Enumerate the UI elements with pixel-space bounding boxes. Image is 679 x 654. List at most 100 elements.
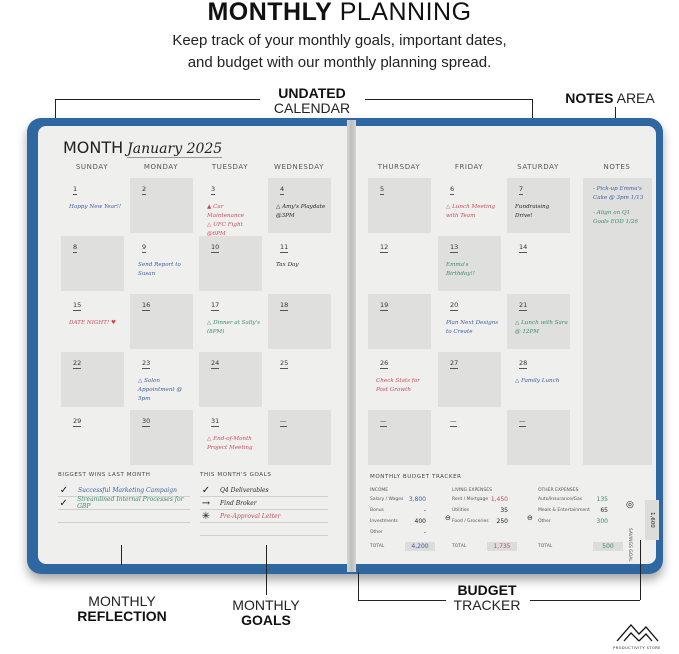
day-number: 29 <box>73 417 82 427</box>
calendar-day-cell[interactable]: 2 <box>130 178 193 233</box>
savings-goal-box[interactable]: 1,600 <box>645 500 659 540</box>
brand-logo: PRODUCTIVITY STORE <box>605 622 669 650</box>
goals-row[interactable]: → Find Broker <box>200 497 328 510</box>
day-note: ▲ Car Maintenance △ UFC Fight @6PM <box>207 204 244 237</box>
star-icon: ✳ <box>201 510 211 522</box>
wins-row[interactable] <box>58 510 190 523</box>
day-number: 30 <box>142 417 151 427</box>
calendar-day-cell[interactable]: 20 Plan Next Designs to Create <box>438 294 501 349</box>
goals-row[interactable]: ✳ Pre-Approval Letter <box>200 510 328 523</box>
budget-column-header: INCOME <box>370 488 389 493</box>
wins-text: Streamlined Internal Processes for GBP <box>77 496 184 510</box>
goals-text: Pre-Approval Letter <box>220 512 281 520</box>
budget-row-value[interactable]: 3,800 <box>408 496 426 503</box>
day-note: △ Salon Appointment @ 5pm <box>138 378 183 402</box>
calendar-day-cell[interactable]: 24 <box>199 352 262 407</box>
calendar-day-cell[interactable]: 27 <box>438 352 501 407</box>
calendar-day-cell[interactable]: 3 ▲ Car Maintenance △ UFC Fight @6PM <box>199 178 262 237</box>
day-number: — <box>280 417 287 427</box>
calendar-day-cell[interactable]: 12 <box>368 236 431 291</box>
day-number: 4 <box>280 185 285 195</box>
budget-row-label: Other <box>538 519 551 524</box>
headline: MONTHLY PLANNING <box>207 0 472 26</box>
day-note: Happy New Year!! <box>69 204 122 210</box>
calendar-day-cell[interactable]: 22 <box>61 352 124 407</box>
day-header: FRIDAY <box>454 163 484 171</box>
calendar-day-cell[interactable]: 7 Fundraising Drive! <box>507 178 570 233</box>
calendar-day-cell[interactable]: 17 △ Dinner at Sally's (8PM) <box>199 294 262 349</box>
calendar-day-cell[interactable]: 9 Send Report to Susan <box>130 236 193 291</box>
calendar-day-cell[interactable]: 5 <box>368 178 431 233</box>
calendar-day-cell[interactable]: 31 △ End-of-Month Project Meeting <box>199 410 262 465</box>
budget-row-value[interactable]: 65 <box>600 507 608 514</box>
calendar-day-cell[interactable]: 15 DATE NIGHT! ♥ <box>61 294 124 349</box>
calendar-day-cell[interactable]: 14 <box>507 236 570 291</box>
budget-row-value[interactable]: 1,450 <box>490 496 508 503</box>
day-note: Fundraising Drive! <box>515 204 550 219</box>
day-number: 11 <box>280 243 289 253</box>
calendar-day-cell[interactable]: 29 <box>61 410 124 465</box>
brand-name: PRODUCTIVITY STORE <box>613 646 661 650</box>
budget-column-header: OTHER EXPENSES <box>538 488 579 493</box>
day-header: SUNDAY <box>75 163 109 171</box>
goals-row[interactable] <box>200 523 328 536</box>
day-number: 10 <box>211 243 220 253</box>
budget-row-value[interactable]: 35 <box>500 507 508 514</box>
calendar-day-cell[interactable]: 8 <box>61 236 124 291</box>
budget-row-value[interactable]: - <box>423 507 426 514</box>
calendar-day-cell[interactable]: 16 <box>130 294 193 349</box>
calendar-day-cell[interactable]: 11 Tax Day <box>268 236 331 291</box>
calendar-day-cell[interactable]: — <box>368 410 431 465</box>
book-spine <box>347 120 356 572</box>
calendar-day-cell[interactable]: 28 △ Family Lunch <box>507 352 570 407</box>
wins-row[interactable]: ✓ Successful Marketing Campaign <box>58 484 190 497</box>
budget-column-header: LIVING EXPENSES <box>452 488 492 493</box>
calendar-day-cell[interactable]: 19 <box>368 294 431 349</box>
day-number: 18 <box>280 301 289 311</box>
mountain-logo-icon <box>616 624 659 642</box>
calendar-day-cell[interactable]: 26 Check Stats for Post Growth <box>368 352 431 407</box>
budget-row-value[interactable]: - <box>423 529 426 536</box>
budget-row-label: Food / Groceries <box>452 519 489 524</box>
goals-row[interactable]: ✓ Q4 Deliverables <box>200 484 328 497</box>
day-number: — <box>380 417 387 427</box>
day-number: 21 <box>519 301 528 311</box>
check-icon: ✓ <box>201 484 211 496</box>
calendar-day-cell[interactable]: — <box>507 410 570 465</box>
calendar-day-cell[interactable]: 30 <box>130 410 193 465</box>
day-note: Send Report to Susan <box>138 262 181 277</box>
day-note: Plan Next Designs to Create <box>446 320 499 335</box>
calendar-day-cell[interactable]: 18 <box>268 294 331 349</box>
budget-row-label: Investments <box>370 519 398 524</box>
budget-row-value[interactable]: 300 <box>596 518 608 525</box>
calendar-day-cell[interactable]: — <box>438 410 501 465</box>
calendar-day-cell[interactable]: 1 Happy New Year!! <box>61 178 124 233</box>
calendar-day-cell[interactable]: 25 <box>268 352 331 407</box>
calendar-day-cell[interactable]: 10 <box>199 236 262 291</box>
day-note: △ Lunch Meeting with Team <box>446 204 496 219</box>
note-item: - Align on Q1 Goals EOD 1/26 <box>593 210 639 225</box>
note-item: - Pick-up Emma's Cake @ 3pm 1/13 <box>593 186 644 201</box>
budget-row-value[interactable]: 135 <box>596 496 608 503</box>
day-number: 27 <box>450 359 459 369</box>
budget-total-value[interactable]: 1,735 <box>487 542 517 551</box>
budget-row-value[interactable]: 250 <box>496 518 508 525</box>
budget-total-value[interactable]: 4,200 <box>405 542 435 551</box>
calendar-day-cell[interactable]: 13 Emma's Birthday!! <box>438 236 501 291</box>
budget-total-label: TOTAL <box>370 544 385 549</box>
day-number: 24 <box>211 359 220 369</box>
day-note: Check Stats for Post Growth <box>376 378 420 393</box>
calendar-day-cell[interactable]: 21 △ Lunch with Sara @ 12PM <box>507 294 570 349</box>
calendar-day-cell[interactable]: 4 △ Amy's Playdate @3PM <box>268 178 331 233</box>
budget-total-value[interactable]: 500 <box>593 542 623 551</box>
day-number: 13 <box>450 243 459 253</box>
wins-row[interactable]: ✓ Streamlined Internal Processes for GBP <box>58 496 190 510</box>
budget-row-value[interactable]: 400 <box>414 518 426 525</box>
calendar-day-cell[interactable]: — <box>268 410 331 465</box>
budget-row-label: Meals & Entertainment <box>538 508 590 513</box>
notes-area[interactable]: - Pick-up Emma's Cake @ 3pm 1/13 - Align … <box>583 178 652 465</box>
calendar-day-cell[interactable]: 6 △ Lunch Meeting with Team <box>438 178 501 233</box>
day-number: 1 <box>73 185 78 195</box>
calendar-day-cell[interactable]: 23 △ Salon Appointment @ 5pm <box>130 352 193 407</box>
goals-list: ✓ Q4 Deliverables → Find Broker ✳ Pre-Approva… <box>200 484 328 536</box>
